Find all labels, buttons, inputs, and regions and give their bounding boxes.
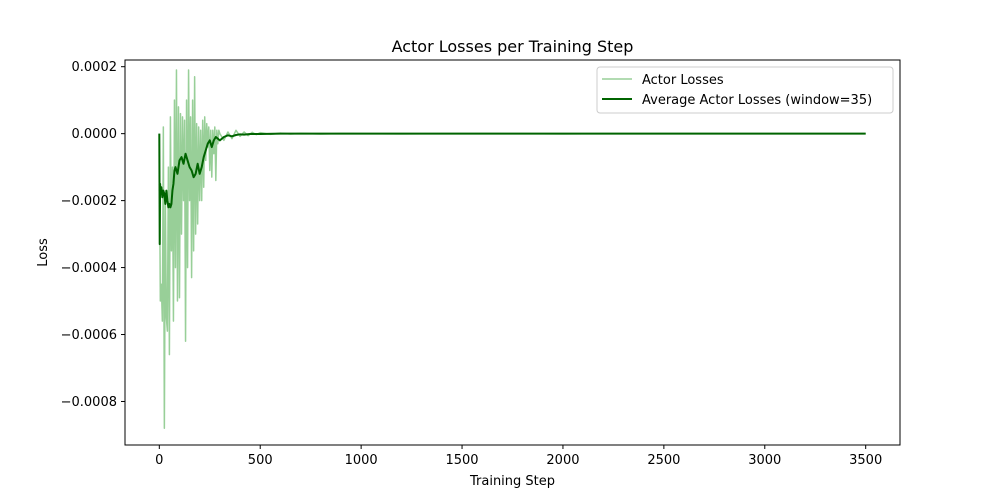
x-tick-label: 0 [155,453,163,468]
y-axis-title: Loss [36,238,51,267]
x-axis-title: Training Step [469,474,555,489]
x-tick-label: 2500 [647,453,680,468]
plot-area: 0 500 1000 1500 2000 2500 3000 3500 0.00020.000… [61,59,901,468]
y-tick-label: −0.0004 [61,261,117,276]
y-tick-label: 0.0000 [72,127,118,142]
y-axis: 0.0002 0.0000 −0.0002 −0.0004 −0.0006 −0.0008 [61,60,125,410]
chart-title: Actor Losses per Training Step [392,37,634,56]
x-tick-label: 500 [248,453,273,468]
x-tick-label: 1000 [345,453,378,468]
series-layer [158,69,866,430]
y-tick-label: −0.0002 [61,194,117,209]
x-tick-label: 2000 [546,453,579,468]
axes-frame [124,59,901,446]
legend-label-actor-losses: Actor Losses [642,73,724,88]
legend-label-average-actor-losses: Average Actor Losses (window=35) [642,93,872,108]
x-tick-label: 3000 [748,453,781,468]
legend-frame [596,66,894,114]
y-tick-label: 0.0002 [72,60,118,75]
x-tick-label: 1500 [445,453,478,468]
y-tick-label: −0.0008 [61,395,117,410]
y-tick-label: −0.0006 [61,328,117,343]
series-line-average-actor-losses-window-35 [158,132,866,246]
legend: Actor Losses Average Actor Losses (windo… [596,66,894,114]
x-axis: 0 500 1000 1500 2000 2500 3000 3500 [155,445,882,468]
x-tick-label: 3500 [849,453,882,468]
